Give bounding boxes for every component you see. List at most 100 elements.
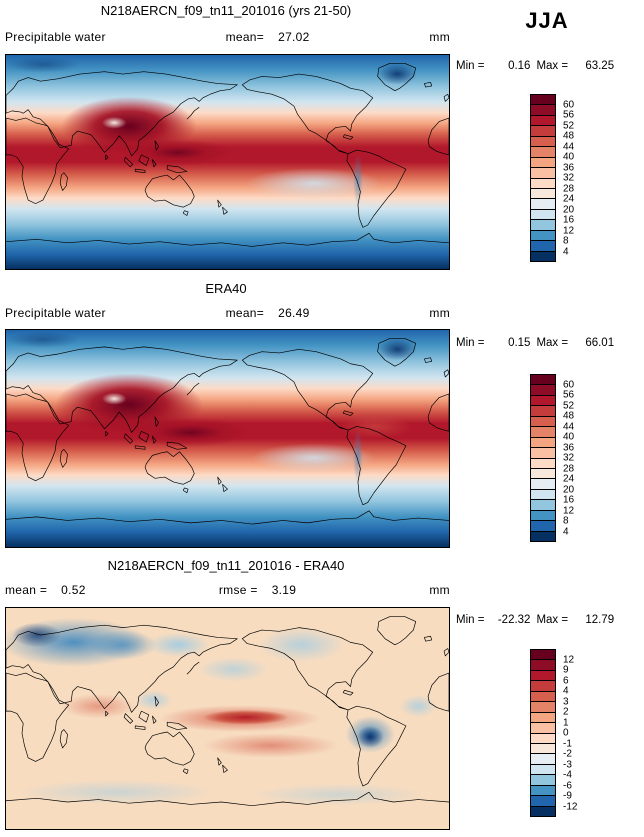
panel1-stats-row: Precipitable water mean= 27.02 mm — [5, 30, 450, 44]
colorbar-tick-label: 12 — [563, 654, 575, 665]
colorbar-tick-label: 32 — [563, 452, 575, 464]
colorbar-segment — [531, 733, 555, 744]
colorbar-segment — [531, 681, 555, 692]
colorbar-tick-label: 20 — [563, 484, 575, 495]
panel2-minmax: Min = 0.15 Max = 66.01 — [456, 337, 642, 349]
colorbar-segment — [531, 712, 555, 724]
east-asia-dry-bias-blob — [147, 632, 210, 658]
panel2-title: ERA40 — [205, 281, 247, 296]
panel2-mean: mean= 26.49 — [226, 306, 310, 320]
colorbar-tick-label: -1 — [563, 738, 572, 749]
panel2-mean-value: 26.49 — [278, 306, 310, 320]
panel2-stats-row: Precipitable water mean= 26.49 mm — [5, 306, 450, 320]
panel1-max-value: 63.25 — [585, 60, 615, 72]
colorbar-tick-label: 52 — [563, 400, 575, 411]
colorbar-segment — [531, 458, 555, 469]
colorbar-segment — [531, 220, 555, 231]
panel3-max-label: Max = — [536, 614, 569, 626]
colorbar-segment — [531, 115, 555, 127]
southern-ocean-dry-bias-band-east — [252, 783, 425, 806]
panel3-rmse-value: 3.19 — [271, 583, 297, 597]
colorbar-tick-label: 28 — [563, 183, 575, 194]
colorbar-tick-label: 60 — [563, 99, 575, 110]
colorbar-tick-label: 3 — [563, 696, 569, 707]
colorbar-segment — [531, 702, 555, 713]
colorbar-tick-label: 24 — [563, 473, 575, 485]
colorbar-segment — [531, 136, 555, 148]
colorbar-segment — [531, 660, 555, 671]
panel3-minmax: Min = -22.32 Max = 12.79 — [456, 614, 642, 626]
panel1-mean-label: mean= — [225, 30, 265, 44]
colorbar-tick-label: 4 — [563, 685, 569, 697]
greenland-low-blob — [377, 63, 418, 85]
colorbar-segment — [531, 95, 555, 106]
colorbar-tick-label: 8 — [563, 515, 569, 527]
colorbar-tick-label: 36 — [563, 442, 575, 453]
colorbar-tick-label: 44 — [563, 421, 575, 432]
warm-pool-max-blob — [129, 418, 253, 447]
map-difference-svg — [6, 608, 449, 829]
colorbar-segment — [531, 385, 555, 396]
panel3-rmse: rmse = 3.19 — [219, 583, 296, 597]
panel1-title: N218AERCN_f09_tn11_201016 (yrs 21-50) — [100, 3, 352, 18]
southern-ocean-dry-bias-band-west — [18, 779, 216, 805]
panel2-units-label: mm — [429, 306, 450, 320]
colorbar-segment — [531, 806, 555, 816]
south-pacific-wet-bias-band — [202, 733, 339, 758]
colorbar-difference: 12 9 6 4 3 2 1 0 -1 -2 -3 -4 -6 -9 -12 — [530, 649, 577, 817]
colorbar-tick-label: 2 — [563, 706, 569, 718]
panel1-mean-value: 27.02 — [278, 30, 310, 44]
panel3-units-label: mm — [429, 583, 450, 597]
colorbar-tick-label: -9 — [563, 790, 572, 802]
colorbar-segment — [531, 437, 555, 449]
colorbar-segment — [531, 241, 555, 252]
colorbar-tick-label: 9 — [563, 664, 569, 676]
panel3-mean: mean = 0.52 — [5, 583, 86, 597]
colorbar-segment — [531, 521, 555, 532]
colorbar-tick-label: 28 — [563, 463, 575, 474]
colorbar-segment — [531, 178, 555, 189]
colorbar-tick-label: -6 — [563, 780, 572, 791]
colorbar-tick-label: 48 — [563, 410, 575, 422]
panel1-mean: mean= 27.02 — [226, 30, 310, 44]
colorbar-segment — [531, 251, 555, 261]
warm-pool-max-blob — [122, 139, 234, 166]
colorbar-tick-label: 12 — [563, 225, 575, 236]
colorbar-segment — [531, 479, 555, 490]
colorbar-segment — [531, 764, 555, 776]
colorbar-era40: 60 56 52 48 44 40 36 32 28 24 20 16 12 8 4 — [530, 374, 574, 542]
map-difference — [5, 607, 450, 830]
colorbar-model: 60 56 52 48 44 40 36 32 28 24 20 16 12 8 4 — [530, 94, 574, 262]
north-america-dry-bias-blob — [258, 627, 345, 663]
colorbar-swatches — [530, 374, 556, 542]
colorbar-segment — [531, 743, 555, 755]
colorbar-swatches — [530, 94, 556, 262]
indian-ocean-wet-bias-blob — [61, 693, 136, 719]
se-pacific-dry-blob — [245, 167, 382, 199]
arctic-low-blob — [6, 331, 80, 349]
panel3-stats-row: mean = 0.52 rmse = 3.19 mm — [5, 583, 450, 597]
panel1-min-value: 0.16 — [508, 60, 531, 72]
andes-dry-strip — [353, 430, 363, 484]
map-era40-svg — [6, 330, 449, 547]
map-era40 — [5, 329, 450, 548]
colorbar-segment — [531, 785, 555, 797]
panel1-min-label: Min = — [456, 60, 485, 72]
colorbar-segment — [531, 199, 555, 210]
colorbar-segment — [531, 670, 555, 682]
colorbar-tick-label: -3 — [563, 759, 572, 770]
atlantic-dry-bias-blob — [399, 695, 437, 718]
colorbar-tick-label: 8 — [563, 235, 569, 247]
colorbar-segment — [531, 723, 555, 734]
andes-dry-strip — [353, 153, 363, 206]
panel2-field-label: Precipitable water — [5, 306, 106, 320]
colorbar-tick-label: 48 — [563, 130, 575, 142]
colorbar-segment — [531, 209, 555, 221]
colorbar-tick-label: 24 — [563, 193, 575, 205]
colorbar-segment — [531, 691, 555, 703]
colorbar-segment — [531, 230, 555, 242]
tibet-dry-spot — [101, 116, 127, 129]
season-label: JJA — [525, 8, 569, 33]
colorbar-segment — [531, 650, 555, 661]
